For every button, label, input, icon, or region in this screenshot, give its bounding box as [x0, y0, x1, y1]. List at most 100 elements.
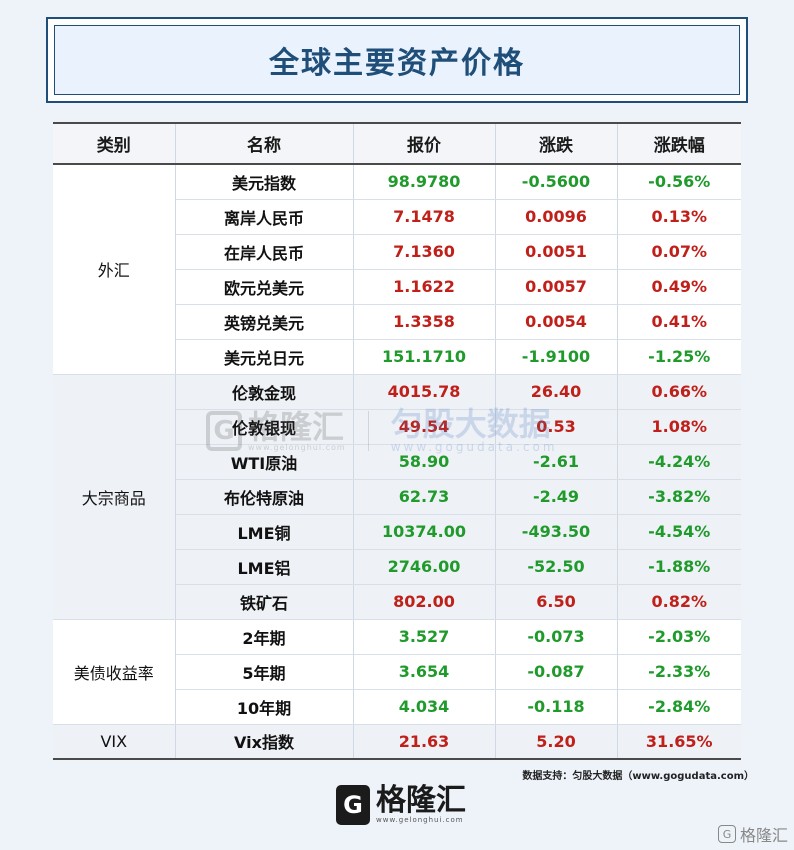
footer-logo: G 格隆汇 www.gelonghui.com: [336, 783, 466, 827]
page-title: 全球主要资产价格: [269, 46, 525, 81]
name-cell: LME铝: [175, 549, 354, 585]
category-cell: VIX: [53, 724, 176, 760]
change-cell: -0.073: [495, 619, 618, 655]
table-row: 欧元兑美元 1.1622 0.0057 0.49%: [53, 269, 741, 305]
change-cell: -1.9100: [495, 339, 618, 375]
name-cell: 伦敦金现: [175, 374, 354, 410]
change-cell: 5.20: [495, 724, 618, 760]
price-cell: 7.1478: [353, 199, 496, 235]
change-cell: 6.50: [495, 584, 618, 620]
price-cell: 62.73: [353, 479, 496, 515]
table-row: 大宗商品 伦敦金现 4015.78 26.40 0.66%: [53, 374, 741, 620]
change-cell: 0.0096: [495, 199, 618, 235]
table-row: LME铝 2746.00 -52.50 -1.88%: [53, 549, 741, 585]
change-cell: -0.118: [495, 689, 618, 725]
header-category: 类别: [53, 122, 176, 165]
name-cell: 5年期: [175, 654, 354, 690]
category-cell: 大宗商品: [53, 374, 176, 620]
change-cell: -2.61: [495, 444, 618, 480]
data-source-note: 数据支持：匀股大数据（www.gogudata.com）: [522, 771, 754, 782]
asset-price-table: 类别 名称 报价 涨跌 涨跌幅 外汇 美元指数 98.9780 -0.5600 -0.5…: [53, 122, 741, 760]
change-cell: -493.50: [495, 514, 618, 550]
name-cell: 离岸人民币: [175, 199, 354, 235]
price-cell: 3.527: [353, 619, 496, 655]
change-cell: -52.50: [495, 549, 618, 585]
header-change: 涨跌: [495, 122, 618, 165]
change-pct-cell: -2.33%: [617, 654, 741, 690]
table-row: WTI原油 58.90 -2.61 -4.24%: [53, 444, 741, 480]
table-row: 10年期 4.034 -0.118 -2.84%: [53, 689, 741, 725]
change-pct-cell: -4.54%: [617, 514, 741, 550]
footer-brand: 格隆汇: [376, 783, 466, 818]
title-banner: 全球主要资产价格: [46, 17, 748, 103]
price-cell: 1.1622: [353, 269, 496, 305]
table-row: 美债收益率 2年期 3.527 -0.073 -2.03%: [53, 619, 741, 725]
table-row: 在岸人民币 7.1360 0.0051 0.07%: [53, 234, 741, 270]
gelonghui-logo-icon: G: [336, 785, 370, 825]
corner-watermark: G 格隆汇: [717, 822, 788, 846]
table-header-row: 类别 名称 报价 涨跌 涨跌幅: [53, 122, 741, 165]
change-pct-cell: 1.08%: [617, 409, 741, 445]
header-price: 报价: [353, 122, 496, 165]
table-row: 铁矿石 802.00 6.50 0.82%: [53, 584, 741, 620]
name-cell: 在岸人民币: [175, 234, 354, 270]
category-cell: 美债收益率: [53, 619, 176, 725]
change-pct-cell: -3.82%: [617, 479, 741, 515]
price-cell: 802.00: [353, 584, 496, 620]
change-cell: 0.0051: [495, 234, 618, 270]
title-banner-inner: 全球主要资产价格: [54, 25, 740, 95]
price-cell: 1.3358: [353, 304, 496, 340]
change-pct-cell: 0.41%: [617, 304, 741, 340]
name-cell: 布伦特原油: [175, 479, 354, 515]
change-cell: 0.53: [495, 409, 618, 445]
name-cell: 2年期: [175, 619, 354, 655]
name-cell: 欧元兑美元: [175, 269, 354, 305]
table-row: 外汇 美元指数 98.9780 -0.5600 -0.56%: [53, 164, 741, 375]
change-pct-cell: -1.25%: [617, 339, 741, 375]
footer-brand-url: www.gelonghui.com: [376, 816, 464, 824]
change-cell: 0.0057: [495, 269, 618, 305]
gelonghui-corner-icon: G: [717, 825, 736, 843]
name-cell: 10年期: [175, 689, 354, 725]
name-cell: 美元兑日元: [175, 339, 354, 375]
change-pct-cell: 0.82%: [617, 584, 741, 620]
price-cell: 49.54: [353, 409, 496, 445]
change-pct-cell: 0.66%: [617, 374, 741, 410]
table-row: 伦敦银现 49.54 0.53 1.08%: [53, 409, 741, 445]
change-cell: -0.5600: [495, 164, 618, 200]
header-name: 名称: [175, 122, 354, 165]
change-pct-cell: -2.03%: [617, 619, 741, 655]
price-cell: 10374.00: [353, 514, 496, 550]
name-cell: LME铜: [175, 514, 354, 550]
change-pct-cell: -2.84%: [617, 689, 741, 725]
change-pct-cell: -0.56%: [617, 164, 741, 200]
name-cell: 铁矿石: [175, 584, 354, 620]
change-cell: 0.0054: [495, 304, 618, 340]
corner-brand: 格隆汇: [739, 826, 788, 845]
price-cell: 4.034: [353, 689, 496, 725]
change-pct-cell: 0.13%: [617, 199, 741, 235]
name-cell: 美元指数: [175, 164, 354, 200]
change-cell: 26.40: [495, 374, 618, 410]
name-cell: 伦敦银现: [175, 409, 354, 445]
table-row: LME铜 10374.00 -493.50 -4.54%: [53, 514, 741, 550]
price-cell: 4015.78: [353, 374, 496, 410]
price-cell: 151.1710: [353, 339, 496, 375]
price-cell: 3.654: [353, 654, 496, 690]
category-cell: 外汇: [53, 164, 176, 375]
table-row: 英镑兑美元 1.3358 0.0054 0.41%: [53, 304, 741, 340]
price-cell: 58.90: [353, 444, 496, 480]
name-cell: WTI原油: [175, 444, 354, 480]
table-row: VIX Vix指数 21.63 5.20 31.65%: [53, 724, 741, 760]
price-cell: 2746.00: [353, 549, 496, 585]
table-row: 离岸人民币 7.1478 0.0096 0.13%: [53, 199, 741, 235]
header-change-pct: 涨跌幅: [617, 122, 741, 165]
table-row: 布伦特原油 62.73 -2.49 -3.82%: [53, 479, 741, 515]
change-cell: -2.49: [495, 479, 618, 515]
table-row: 5年期 3.654 -0.087 -2.33%: [53, 654, 741, 690]
table-row: 美元兑日元 151.1710 -1.9100 -1.25%: [53, 339, 741, 375]
price-cell: 21.63: [353, 724, 496, 760]
price-cell: 98.9780: [353, 164, 496, 200]
change-pct-cell: 31.65%: [617, 724, 741, 760]
change-pct-cell: -1.88%: [617, 549, 741, 585]
